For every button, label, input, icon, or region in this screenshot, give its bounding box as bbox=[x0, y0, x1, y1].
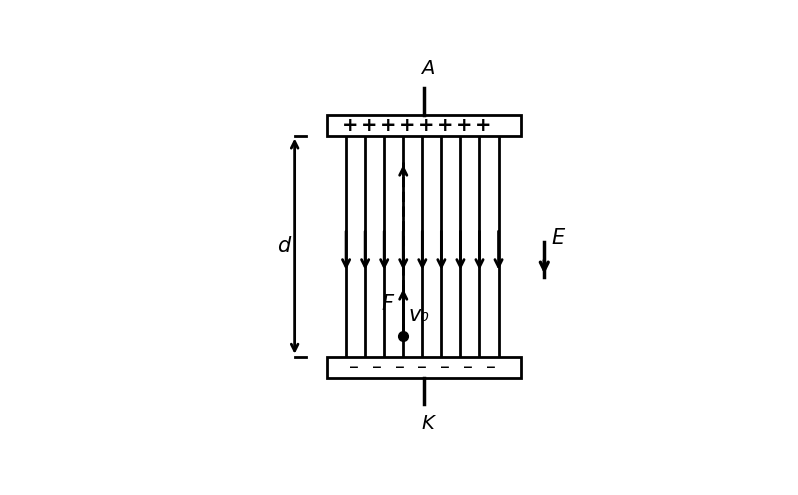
Text: –: – bbox=[440, 358, 450, 377]
Text: +: + bbox=[418, 116, 434, 135]
Text: +: + bbox=[437, 116, 453, 135]
Text: +: + bbox=[361, 116, 377, 135]
Text: F: F bbox=[381, 294, 393, 313]
Text: –: – bbox=[394, 358, 405, 377]
Text: –: – bbox=[463, 358, 473, 377]
Text: v₀: v₀ bbox=[409, 305, 430, 325]
Text: –: – bbox=[349, 358, 358, 377]
Text: +: + bbox=[399, 116, 415, 135]
Text: +: + bbox=[380, 116, 397, 135]
Bar bbox=[327, 357, 521, 378]
Text: –: – bbox=[372, 358, 381, 377]
Text: E: E bbox=[552, 228, 565, 248]
Text: –: – bbox=[486, 358, 496, 377]
Bar bbox=[327, 115, 521, 136]
Text: K: K bbox=[421, 414, 434, 433]
Text: +: + bbox=[456, 116, 472, 135]
Text: +: + bbox=[475, 116, 492, 135]
Text: A: A bbox=[421, 59, 435, 78]
Text: d: d bbox=[277, 236, 290, 256]
Text: +: + bbox=[342, 116, 358, 135]
Text: –: – bbox=[417, 358, 427, 377]
